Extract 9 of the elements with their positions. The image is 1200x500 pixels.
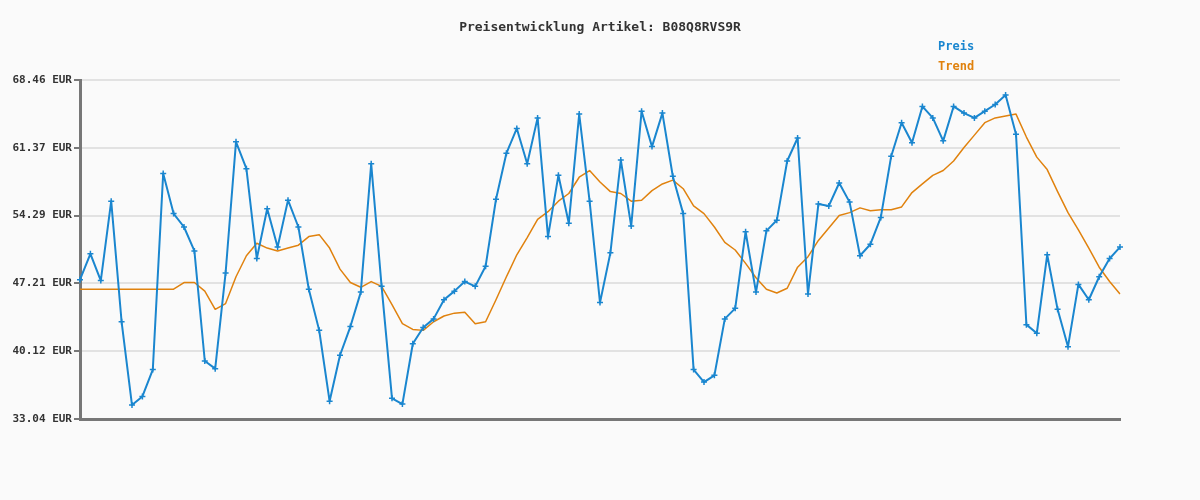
- text: Preis: [938, 38, 975, 55]
- y-tick-label: 68.46 EUR: [12, 72, 73, 86]
- y-tick-label: 54.29 EUR: [12, 208, 73, 222]
- y-tick-label: 33.04 EUR: [12, 411, 73, 425]
- chart-title: Preisentwicklung Artikel: B08Q8RVS9R: [459, 19, 742, 35]
- y-tick-label: 40.12 EUR: [12, 344, 73, 358]
- y-tick-label: 47.21 EUR: [12, 276, 73, 290]
- text: Trend: [938, 58, 975, 75]
- y-tick-label: 61.37 EUR: [12, 140, 73, 154]
